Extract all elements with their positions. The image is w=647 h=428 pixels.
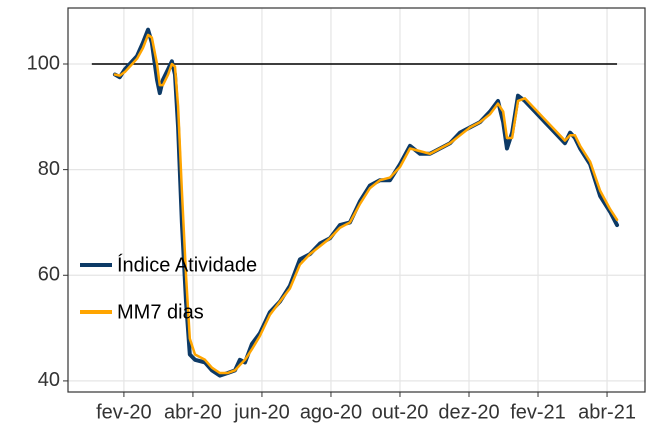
x-tick-label: fev-20 (96, 401, 152, 423)
y-tick-label: 40 (38, 369, 60, 391)
grid (68, 8, 645, 392)
x-tick-label: jun-20 (233, 401, 290, 423)
x-tick-label: out-20 (372, 401, 429, 423)
plot-area (91, 27, 620, 378)
x-tick-label: dez-20 (438, 401, 499, 423)
panel-border (67, 7, 646, 393)
x-tick-label: fev-21 (510, 401, 566, 423)
axes: 40 60 80 100 fev-20 abr-20 jun-20 ago-20 out-20 d… (27, 52, 636, 423)
legend-label: MM7 dias (117, 301, 204, 323)
legend: Índice Atividade MM7 dias (80, 253, 257, 323)
series-line (113, 33, 619, 375)
x-tick-label: abr-21 (578, 401, 636, 423)
y-tick-label: 60 (38, 264, 60, 286)
y-tick-label: 80 (38, 158, 60, 180)
legend-label: Índice Atividade (117, 253, 257, 276)
y-tick-label: 100 (27, 52, 60, 74)
x-tick-label: ago-20 (300, 401, 362, 423)
x-tick-label: abr-20 (164, 401, 222, 423)
